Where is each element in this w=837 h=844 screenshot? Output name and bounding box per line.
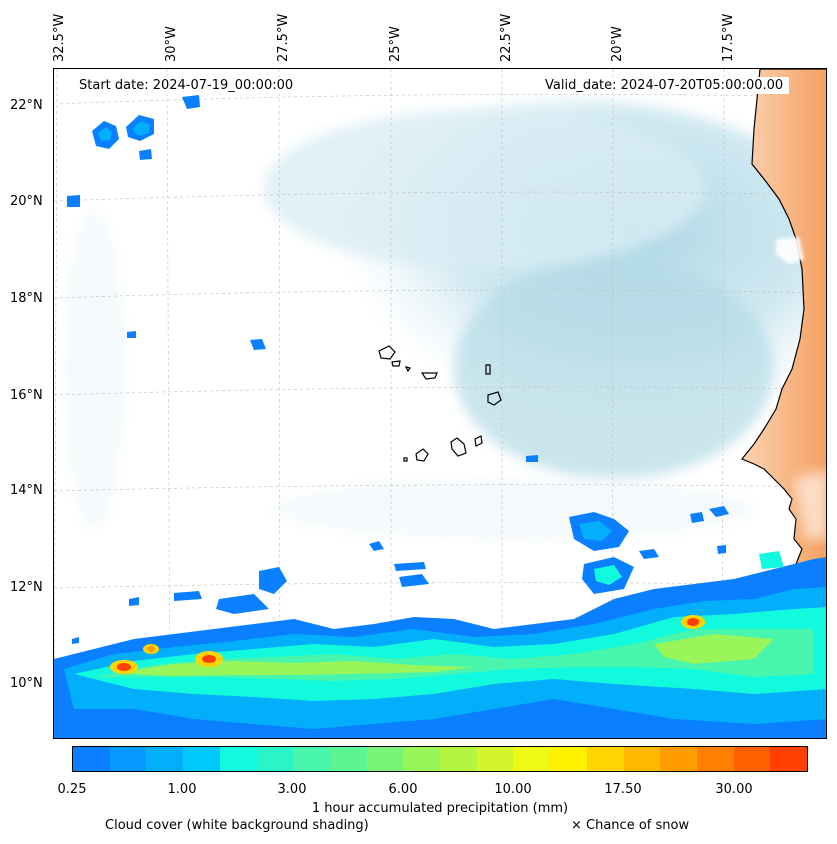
cloud-cover-note: Cloud cover (white background shading) bbox=[105, 818, 369, 833]
lat-label-12n: 12°N bbox=[10, 580, 43, 595]
cloud-cover-shading bbox=[64, 99, 826, 539]
colorbar-label: 1 hour accumulated precipitation (mm) bbox=[311, 801, 569, 816]
precip-hotspot-2 bbox=[195, 651, 223, 667]
colorbar-tick-10-00: 10.00 bbox=[494, 782, 532, 797]
valid-date-label: Valid_date: 2024-07-20T05:00:00.00 bbox=[539, 77, 790, 94]
colorbar-segment bbox=[586, 747, 624, 771]
colorbar-segment bbox=[146, 747, 184, 771]
map-area[interactable]: Start date: 2024-07-19_00:00:00 Valid_da… bbox=[53, 68, 827, 739]
colorbar-segment bbox=[770, 747, 808, 771]
colorbar-segment bbox=[219, 747, 257, 771]
lat-label-16n: 16°N bbox=[10, 388, 43, 403]
lat-label-14n: 14°N bbox=[10, 483, 43, 498]
lon-label-17-5w: 17.5°W bbox=[721, 13, 736, 62]
colorbar-segment bbox=[73, 747, 110, 771]
precip-hotspot-3 bbox=[143, 644, 159, 654]
lon-label-32-5w: 32.5°W bbox=[52, 13, 67, 62]
snow-chance-note: × Chance of snow bbox=[571, 818, 690, 833]
precipitation-colorbar bbox=[72, 746, 808, 772]
lat-label-18n: 18°N bbox=[10, 291, 43, 306]
colorbar-tick-1-00: 1.00 bbox=[167, 782, 197, 797]
colorbar-tick-6-00: 6.00 bbox=[388, 782, 418, 797]
lat-label-20n: 20°N bbox=[10, 194, 43, 209]
colorbar-tick-17-50: 17.50 bbox=[604, 782, 642, 797]
colorbar-tick-3-00: 3.00 bbox=[277, 782, 307, 797]
precipitation-field bbox=[54, 95, 826, 738]
colorbar-segment bbox=[623, 747, 661, 771]
colorbar-segment bbox=[256, 747, 294, 771]
lon-label-22-5w: 22.5°W bbox=[499, 13, 514, 62]
lon-label-25w: 25°W bbox=[388, 26, 403, 62]
colorbar-segment bbox=[476, 747, 514, 771]
precip-hotspot-1 bbox=[110, 660, 138, 674]
colorbar-segment bbox=[733, 747, 771, 771]
colorbar-segment bbox=[660, 747, 697, 771]
cape-verde-islands bbox=[378, 345, 502, 462]
start-date-label: Start date: 2024-07-19_00:00:00 bbox=[73, 77, 300, 94]
colorbar-segment bbox=[366, 747, 404, 771]
lon-label-20w: 20°W bbox=[610, 26, 625, 62]
lat-label-10n: 10°N bbox=[10, 676, 43, 691]
colorbar-tick-0-25: 0.25 bbox=[57, 782, 87, 797]
colorbar-segment bbox=[440, 747, 477, 771]
colorbar-segment bbox=[696, 747, 734, 771]
colorbar-segment bbox=[550, 747, 587, 771]
colorbar-segment bbox=[293, 747, 330, 771]
colorbar-tick-30-00: 30.00 bbox=[715, 782, 753, 797]
colorbar-segment bbox=[513, 747, 551, 771]
map-canvas bbox=[54, 69, 826, 738]
colorbar-segment bbox=[183, 747, 220, 771]
lat-label-22n: 22°N bbox=[10, 98, 43, 113]
africa-coast bbox=[741, 69, 826, 624]
precip-hotspot-4 bbox=[681, 615, 705, 629]
colorbar-segment bbox=[403, 747, 441, 771]
lon-label-27-5w: 27.5°W bbox=[276, 13, 291, 62]
colorbar-segment bbox=[329, 747, 367, 771]
lon-label-30w: 30°W bbox=[164, 26, 179, 62]
colorbar-segment bbox=[109, 747, 147, 771]
